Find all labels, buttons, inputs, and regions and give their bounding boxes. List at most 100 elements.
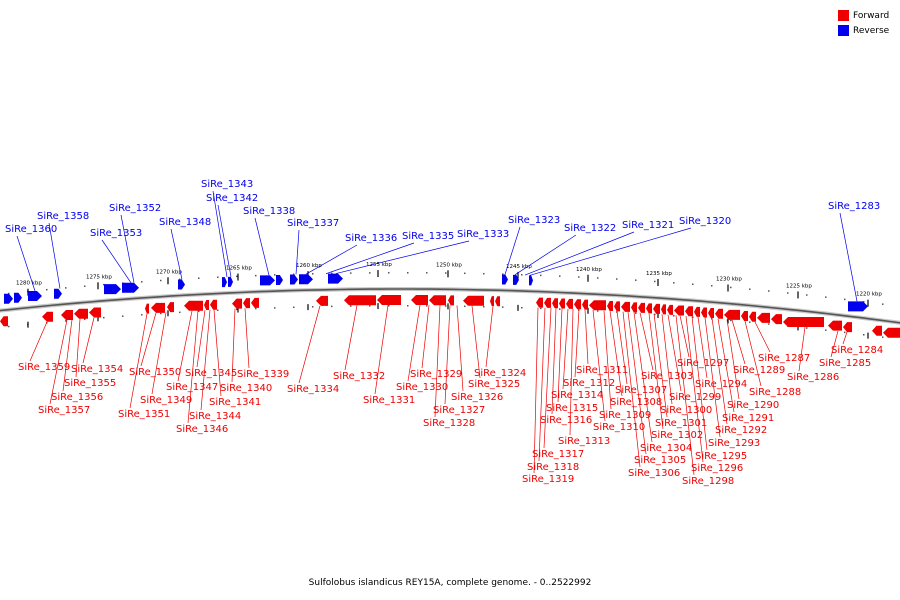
forward-gene — [694, 306, 700, 317]
tick-label: 1235 kbp — [646, 271, 672, 277]
minor-tick-inner — [160, 312, 162, 315]
forward-gene-label: SiRe_1344 — [189, 411, 241, 422]
leader-line — [667, 314, 682, 392]
forward-gene-label: SiRe_1301 — [655, 418, 707, 429]
reverse-gene — [848, 301, 868, 312]
reverse-gene-label: SiRe_1335 — [402, 231, 454, 242]
reverse-gene — [276, 274, 283, 285]
forward-gene-label: SiRe_1302 — [651, 430, 703, 441]
minor-tick-inner — [730, 319, 732, 322]
minor-tick-outer — [692, 283, 694, 286]
reverse-gene — [14, 292, 22, 303]
forward-gene — [61, 309, 73, 320]
leader-line — [754, 321, 771, 353]
leader-line — [200, 309, 211, 411]
forward-gene-label: SiRe_1319 — [522, 474, 574, 485]
leader-line — [529, 227, 692, 276]
leader-line — [562, 308, 569, 390]
leader-line — [543, 308, 552, 449]
minor-tick-inner — [768, 323, 770, 325]
reverse-gene — [222, 277, 227, 288]
leader-line — [697, 316, 708, 379]
minor-tick-outer — [426, 272, 428, 274]
reverse-gene — [502, 274, 508, 285]
forward-gene — [544, 297, 551, 308]
leader-line — [551, 308, 557, 415]
minor-tick-inner — [84, 318, 86, 320]
legend-forward: Forward — [838, 8, 889, 23]
leader-line — [704, 317, 721, 438]
leader-line — [140, 312, 157, 367]
minor-tick-outer — [616, 278, 618, 280]
legend: Forward Reverse — [838, 8, 889, 38]
leader-line — [711, 318, 728, 425]
minor-tick-outer — [46, 288, 48, 291]
forward-gene-label: SiRe_1296 — [691, 463, 743, 474]
leader-line — [254, 217, 270, 276]
minor-tick-outer — [331, 272, 333, 275]
forward-gene-label: SiRe_1359 — [18, 362, 70, 373]
leader-line — [839, 212, 858, 302]
forward-gene-label: SiRe_1307 — [615, 385, 667, 396]
backbone-line — [0, 288, 900, 324]
forward-gene-label: SiRe_1341 — [209, 397, 261, 408]
minor-tick-outer — [274, 274, 276, 276]
leader-line — [609, 310, 623, 397]
minor-tick-outer — [407, 272, 409, 274]
leader-line — [444, 305, 451, 405]
forward-gene — [771, 314, 782, 325]
forward-gene — [89, 307, 101, 318]
tick-label: 1265 kbp — [226, 266, 252, 272]
minor-tick-outer — [863, 300, 865, 303]
leader-line — [421, 305, 430, 369]
forward-gene — [828, 320, 842, 331]
forward-gene-label: SiRe_1315 — [546, 403, 598, 414]
forward-gene-label: SiRe_1349 — [140, 395, 192, 406]
minor-tick-outer — [673, 282, 675, 284]
forward-gene-label: SiRe_1330 — [396, 382, 448, 393]
leader-line — [603, 310, 612, 410]
minor-tick-outer — [806, 294, 808, 296]
leader-line — [244, 308, 250, 369]
forward-gene — [843, 322, 852, 333]
leader-line — [639, 312, 654, 371]
forward-gene — [724, 309, 740, 320]
forward-gene-label: SiRe_1340 — [220, 383, 272, 394]
leader-line — [574, 309, 580, 378]
minor-tick-inner — [141, 314, 143, 316]
forward-gene-label: SiRe_1298 — [682, 476, 734, 487]
reverse-gene — [178, 279, 185, 290]
forward-gene-label: SiRe_1339 — [237, 369, 289, 380]
minor-tick-inner — [882, 336, 884, 338]
leader-line — [798, 327, 806, 372]
forward-gene — [495, 296, 500, 307]
minor-tick-inner — [692, 316, 694, 319]
minor-tick-outer — [141, 281, 143, 283]
leader-line — [231, 308, 236, 383]
forward-gene-label: SiRe_1331 — [363, 395, 415, 406]
leader-line — [298, 305, 321, 384]
forward-gene-label: SiRe_1312 — [563, 378, 615, 389]
leader-line — [82, 317, 95, 364]
leader-line — [49, 319, 68, 405]
minor-tick-inner — [350, 305, 352, 307]
leader-line — [305, 244, 358, 275]
leader-line — [217, 204, 232, 277]
tick-label: 1280 kbp — [16, 281, 42, 287]
minor-tick-outer — [597, 277, 599, 279]
reverse-gene-label: SiRe_1358 — [37, 211, 89, 222]
forward-gene — [749, 311, 756, 322]
forward-gene — [552, 298, 558, 309]
forward-gene-label: SiRe_1291 — [722, 413, 774, 424]
forward-gene — [715, 308, 723, 319]
reverse-gene-label: SiRe_1343 — [201, 179, 253, 190]
minor-tick-inner — [521, 306, 523, 309]
minor-tick-inner — [65, 320, 67, 322]
forward-gene-label: SiRe_1292 — [715, 425, 767, 436]
leader-line — [675, 315, 695, 476]
leader-line — [504, 226, 521, 275]
minor-tick-outer — [293, 273, 295, 276]
reverse-gene-label: SiRe_1352 — [109, 203, 161, 214]
minor-tick-outer — [464, 272, 466, 275]
forward-gene — [377, 295, 401, 306]
